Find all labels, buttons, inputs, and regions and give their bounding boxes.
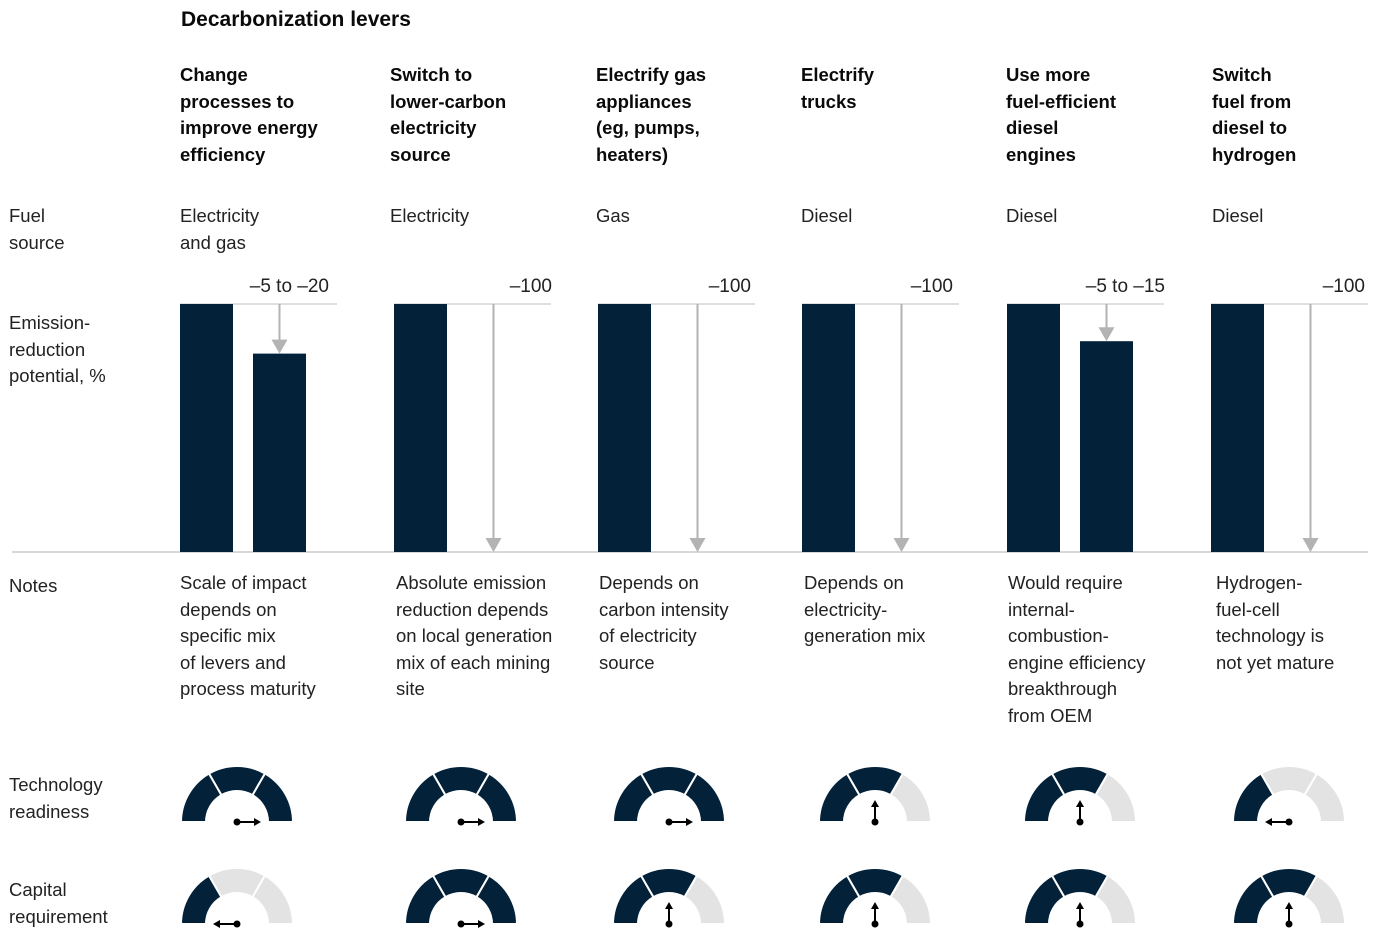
capital-gauge-6-segment [1303, 874, 1347, 925]
reduction-arrowhead-2 [485, 538, 502, 552]
technology-gauge-2-segment [475, 772, 519, 823]
technology-gauge-2-needle-tip [478, 818, 485, 826]
fuel-source-4: Diesel [801, 205, 853, 226]
note-6: Hydrogen- fuel-cell technology is not ye… [1216, 572, 1335, 673]
row-label-notes: Notes [9, 575, 58, 596]
capital-gauge-3-needle-tip [665, 902, 673, 909]
reduction-arrowhead-5 [1098, 327, 1115, 342]
row-label-emission: Emission- reduction potential, % [9, 312, 106, 386]
value-label-3: –100 [708, 276, 751, 297]
note-3: Depends on carbon intensity of electrici… [599, 572, 729, 673]
note-1: Scale of impact depends on specific mix … [180, 572, 316, 699]
bar-after-1 [253, 353, 306, 552]
capital-gauge-4-needle-hub [871, 920, 879, 928]
note-5: Would require internal- combustion- engi… [1008, 572, 1146, 726]
capital-gauge-2-segment [475, 874, 519, 925]
reduction-arrowhead-1 [271, 339, 288, 354]
fuel-source-2: Electricity [390, 205, 470, 226]
note-4: Depends on electricity- generation mix [804, 572, 926, 646]
technology-gauge-6-needle-tip [1265, 818, 1272, 826]
bar-after-5 [1080, 341, 1133, 552]
value-label-2: –100 [509, 276, 552, 297]
technology-gauge-6-needle-hub [1285, 818, 1293, 826]
bar-before-1 [180, 304, 233, 552]
reduction-arrowhead-3 [689, 538, 706, 552]
technology-gauge-1-needle-hub [233, 818, 241, 826]
technology-gauge-1-segment [251, 772, 295, 823]
value-label-4: –100 [910, 276, 953, 297]
technology-gauge-2-needle-hub [457, 818, 465, 826]
fuel-source-3: Gas [596, 205, 630, 226]
value-label-1: –5 to –20 [249, 276, 329, 297]
chart-title: Decarbonization levers [181, 8, 411, 31]
capital-gauge-5-segment [1094, 874, 1138, 925]
capital-gauge-1-needle-tip [213, 920, 220, 928]
capital-gauge-2-needle-tip [478, 920, 485, 928]
technology-gauge-3-needle-tip [686, 818, 693, 826]
capital-gauge-6-needle-hub [1285, 920, 1293, 928]
reduction-arrowhead-4 [893, 538, 910, 552]
bar-before-3 [598, 304, 651, 552]
capital-gauge-1-segment [251, 874, 295, 925]
technology-gauge-3-needle-hub [665, 818, 673, 826]
capital-gauge-5-needle-hub [1076, 920, 1084, 928]
technology-gauge-5-needle-tip [1076, 800, 1084, 807]
lever-title-5: Use more fuel-efficient diesel engines [1006, 64, 1116, 165]
capital-gauge-1-needle-hub [233, 920, 241, 928]
fuel-source-1: Electricity and gas [180, 205, 260, 253]
row-label-fuel-source: Fuel source [9, 205, 65, 253]
technology-gauge-6-segment [1303, 772, 1347, 823]
value-label-5: –5 to –15 [1085, 276, 1165, 297]
row-label-capital: Capital requirement [9, 879, 108, 927]
technology-gauge-5-segment [1094, 772, 1138, 823]
fuel-source-6: Diesel [1212, 205, 1264, 226]
reduction-arrowhead-6 [1302, 538, 1319, 552]
value-label-6: –100 [1322, 276, 1365, 297]
technology-gauge-4-needle-hub [871, 818, 879, 826]
note-2: Absolute emission reduction depends on l… [396, 572, 553, 699]
row-label-technology: Technology readiness [9, 774, 103, 822]
technology-gauge-5-needle-hub [1076, 818, 1084, 826]
capital-gauge-4-segment [889, 874, 933, 925]
technology-gauge-3-segment [683, 772, 727, 823]
lever-title-3: Electrify gas appliances (eg, pumps, hea… [596, 64, 707, 165]
lever-title-2: Switch to lower-carbon electricity sourc… [390, 64, 507, 165]
technology-gauge-4-segment [889, 772, 933, 823]
capital-gauge-2-needle-hub [457, 920, 465, 928]
technology-gauge-1-needle-tip [254, 818, 261, 826]
capital-gauge-3-needle-hub [665, 920, 673, 928]
technology-gauge-4-needle-tip [871, 800, 879, 807]
bar-before-6 [1211, 304, 1264, 552]
capital-gauge-5-needle-tip [1076, 902, 1084, 909]
fuel-source-5: Diesel [1006, 205, 1058, 226]
lever-title-4: Electrify trucks [801, 64, 875, 112]
bar-before-2 [394, 304, 447, 552]
capital-gauge-3-segment [683, 874, 727, 925]
bar-before-4 [802, 304, 855, 552]
capital-gauge-6-needle-tip [1285, 902, 1293, 909]
lever-title-1: Change processes to improve energy effic… [180, 64, 318, 165]
lever-title-6: Switch fuel from diesel to hydrogen [1212, 64, 1297, 165]
capital-gauge-4-needle-tip [871, 902, 879, 909]
bar-before-5 [1007, 304, 1060, 552]
